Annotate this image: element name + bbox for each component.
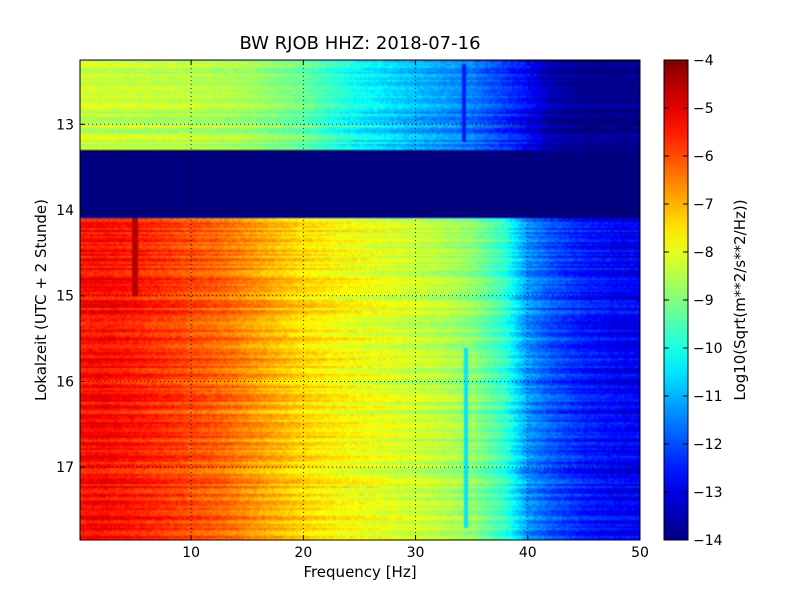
plot-frame [79,59,641,541]
y-tick-label: 17 [56,460,74,476]
x-axis-label: Frequency [Hz] [303,563,416,581]
colorbar-tick-label: −10 [693,341,723,357]
colorbar-tick-label: −6 [693,149,714,165]
colorbar-tick-label: −7 [693,197,714,213]
colorbar-tick-label: −4 [693,53,714,69]
y-tick-label: 14 [56,203,74,219]
colorbar: −4 −5 −6 −7 −8 −9 −10 −11 −12 −13 −14 [663,53,723,549]
colorbar-tick-label: −11 [693,389,723,405]
x-tick-label: 50 [631,545,649,561]
x-tick-label: 20 [294,545,312,561]
colorbar-tick-label: −8 [693,245,714,261]
chart-title: BW RJOB HHZ: 2018-07-16 [239,33,480,54]
colorbar-label: Log10(Sqrt(m**2/s**2/Hz)) [731,199,749,400]
x-tick-label: 40 [519,545,537,561]
x-axis: 10 20 30 40 50 [182,60,649,561]
spectrogram-image [80,60,640,540]
y-tick-label: 15 [56,289,74,305]
colorbar-tick-label: −9 [693,293,714,309]
colorbar-tick-label: −5 [693,101,714,117]
y-tick-label: 13 [56,117,74,133]
colorbar-tick-label: −12 [693,437,723,453]
x-tick-label: 30 [407,545,425,561]
y-axis: 13 14 15 16 17 [56,117,640,476]
y-tick-label: 16 [56,374,74,390]
y-axis-label: Lokalzeit (UTC + 2 Stunde) [32,199,50,401]
colorbar-tick-label: −14 [693,533,723,549]
colorbar-ticks: −4 −5 −6 −7 −8 −9 −10 −11 −12 −13 −14 [664,53,723,549]
x-tick-label: 10 [182,545,200,561]
colorbar-tick-label: −13 [693,485,723,501]
spectrogram-plot: 10 20 30 40 50 13 14 15 16 17 [56,59,649,561]
